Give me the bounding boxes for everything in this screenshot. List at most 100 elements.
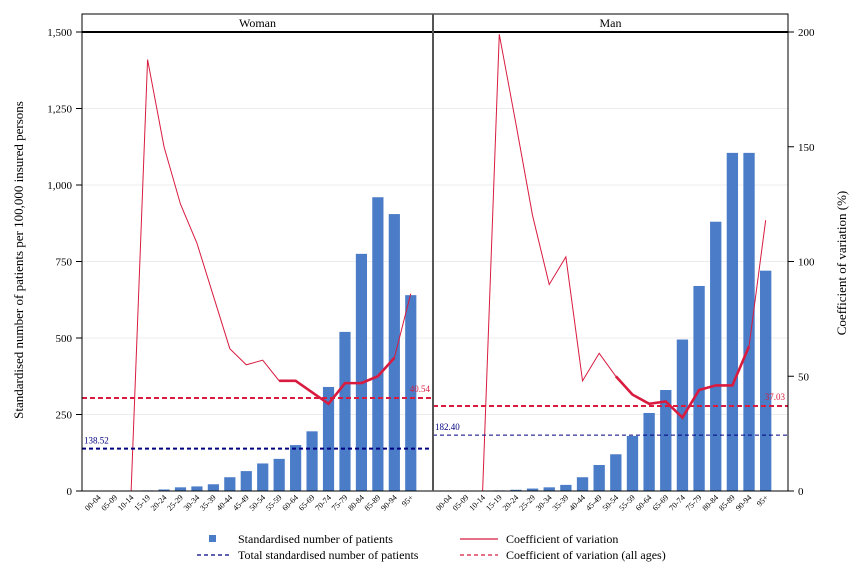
bar-man-12 bbox=[643, 412, 655, 491]
x-tick-label-0-1: 05-09 bbox=[100, 493, 120, 513]
bar-woman-12 bbox=[290, 445, 302, 491]
x-tick-label-1-16: 80-84 bbox=[701, 493, 721, 513]
bar-man-17 bbox=[726, 152, 739, 491]
x-tick-label-0-5: 25-29 bbox=[165, 493, 185, 513]
y-tick-label-3: 750 bbox=[56, 257, 73, 269]
cv-line-thick-man bbox=[614, 345, 751, 420]
cv-all-label-1: 37.03 bbox=[765, 392, 786, 402]
bar-woman-14 bbox=[322, 386, 335, 491]
x-tick-label-1-2: 10-14 bbox=[467, 493, 487, 513]
legend-swatch-bars bbox=[209, 535, 216, 542]
x-tick-label-0-15: 75-79 bbox=[330, 493, 350, 513]
x-tick-label-1-12: 60-64 bbox=[634, 493, 654, 513]
bar-woman-16 bbox=[355, 253, 368, 491]
panel-woman: Woman 138.52 40.54 00-0405-0910-1415-1920-2… bbox=[81, 13, 434, 513]
y2-tick-label-2: 100 bbox=[798, 257, 815, 269]
bar-man-13 bbox=[660, 390, 672, 491]
x-tick-label-1-15: 75-79 bbox=[684, 493, 704, 513]
y2-tick-label-4: 200 bbox=[798, 27, 815, 39]
x-tick-label-0-2: 10-14 bbox=[116, 493, 136, 513]
bar-man-8 bbox=[576, 477, 589, 491]
legend-label-cv: Coefficient of variation bbox=[506, 532, 618, 546]
bar-man-18 bbox=[743, 152, 755, 491]
bar-woman-5 bbox=[174, 487, 187, 491]
y2-axis-label: Coefficient of variation (%) bbox=[834, 191, 849, 336]
x-tick-label-0-14: 70-74 bbox=[313, 493, 333, 513]
y-tick-label-0: 0 bbox=[67, 486, 73, 498]
x-tick-label-0-3: 15-19 bbox=[132, 493, 152, 513]
bar-woman-6 bbox=[191, 486, 203, 491]
bar-woman-13 bbox=[306, 431, 318, 491]
bar-man-19 bbox=[760, 270, 772, 491]
bar-man-15 bbox=[693, 285, 705, 491]
bar-man-4 bbox=[510, 489, 522, 491]
legend-label-total: Total standardised number of patients bbox=[238, 548, 419, 562]
x-tick-label-1-4: 20-24 bbox=[501, 493, 521, 513]
x-tick-label-0-10: 50-54 bbox=[248, 493, 268, 513]
bar-man-9 bbox=[593, 464, 605, 491]
x-tick-label-1-5: 25-29 bbox=[517, 493, 537, 513]
x-tick-label-1-11: 55-59 bbox=[617, 493, 637, 513]
x-tick-label-1-18: 90-94 bbox=[734, 493, 754, 513]
plot-frame bbox=[81, 31, 789, 492]
y-axis-label: Standardised number of patients per 100,… bbox=[11, 101, 26, 419]
x-tick-label-1-3: 15-19 bbox=[484, 493, 504, 513]
y2-tick-label-1: 50 bbox=[798, 371, 810, 383]
x-tick-label-1-17: 85-89 bbox=[717, 493, 737, 513]
bar-woman-8 bbox=[224, 477, 236, 491]
y-tick-label-2: 500 bbox=[56, 333, 73, 345]
x-tick-label-1-19: 95+ bbox=[755, 493, 771, 509]
cv-line-thick-woman bbox=[279, 357, 396, 406]
legend: Standardised number of patients Total st… bbox=[197, 532, 666, 562]
bar-man-7 bbox=[560, 484, 572, 491]
x-tick-label-0-6: 30-34 bbox=[182, 493, 202, 513]
chart-panels: 0 250 500 750 1,000 1,250 1,500 0 50 100 150 200 Wom… bbox=[47, 13, 815, 513]
x-tick-label-0-11: 55-59 bbox=[264, 493, 284, 513]
x-tick-label-1-13: 65-69 bbox=[651, 493, 671, 513]
y-tick-label-4: 1,000 bbox=[47, 180, 72, 192]
bar-man-6 bbox=[543, 487, 555, 491]
x-tick-label-0-12: 60-64 bbox=[280, 493, 300, 513]
y-tick-label-1: 250 bbox=[56, 410, 73, 422]
x-tick-label-0-17: 85-89 bbox=[363, 493, 383, 513]
x-tick-label-1-0: 00-04 bbox=[434, 493, 454, 513]
y2-tick-label-0: 0 bbox=[798, 486, 804, 498]
x-tick-label-1-1: 05-09 bbox=[451, 493, 471, 513]
panel-title-0: Woman bbox=[239, 16, 276, 30]
legend-label-cv-all: Coefficient of variation (all ages) bbox=[506, 548, 666, 562]
bar-woman-10 bbox=[257, 463, 269, 491]
x-tick-label-0-16: 80-84 bbox=[346, 493, 366, 513]
x-tick-label-0-0: 00-04 bbox=[83, 493, 103, 513]
y-tick-label-6: 1,500 bbox=[47, 27, 72, 39]
x-tick-label-1-9: 45-49 bbox=[584, 493, 604, 513]
bar-woman-4 bbox=[158, 489, 170, 491]
panel-title-1: Man bbox=[600, 16, 622, 30]
bar-woman-18 bbox=[388, 214, 400, 491]
x-tick-label-0-13: 65-69 bbox=[297, 493, 317, 513]
panel-man: Man 182.40 37.03 00-0405-0910-1415-1920-242… bbox=[432, 13, 789, 513]
x-tick-label-1-6: 30-34 bbox=[534, 493, 554, 513]
total-label-0: 138.52 bbox=[84, 436, 109, 446]
x-tick-label-0-8: 40-44 bbox=[215, 493, 235, 513]
bar-man-16 bbox=[710, 221, 722, 491]
x-tick-label-1-10: 50-54 bbox=[601, 493, 621, 513]
y-tick-label-5: 1,250 bbox=[47, 104, 72, 116]
bar-woman-9 bbox=[240, 471, 252, 491]
y2-tick-label-3: 150 bbox=[798, 142, 815, 154]
bar-man-5 bbox=[526, 488, 539, 491]
x-tick-label-1-14: 70-74 bbox=[667, 493, 687, 513]
x-tick-label-0-18: 90-94 bbox=[379, 493, 399, 513]
x-tick-label-0-9: 45-49 bbox=[231, 493, 251, 513]
bar-man-10 bbox=[610, 454, 622, 491]
legend-label-bars: Standardised number of patients bbox=[238, 532, 393, 546]
bar-woman-11 bbox=[273, 458, 285, 491]
x-tick-label-0-19: 95+ bbox=[400, 493, 416, 509]
bar-man-11 bbox=[626, 435, 639, 491]
bar-woman-7 bbox=[207, 484, 219, 491]
x-tick-label-1-8: 40-44 bbox=[567, 493, 587, 513]
bar-woman-19 bbox=[405, 295, 417, 491]
bar-woman-15 bbox=[339, 331, 351, 491]
x-tick-label-0-7: 35-39 bbox=[198, 493, 218, 513]
total-label-1: 182.40 bbox=[435, 422, 460, 432]
